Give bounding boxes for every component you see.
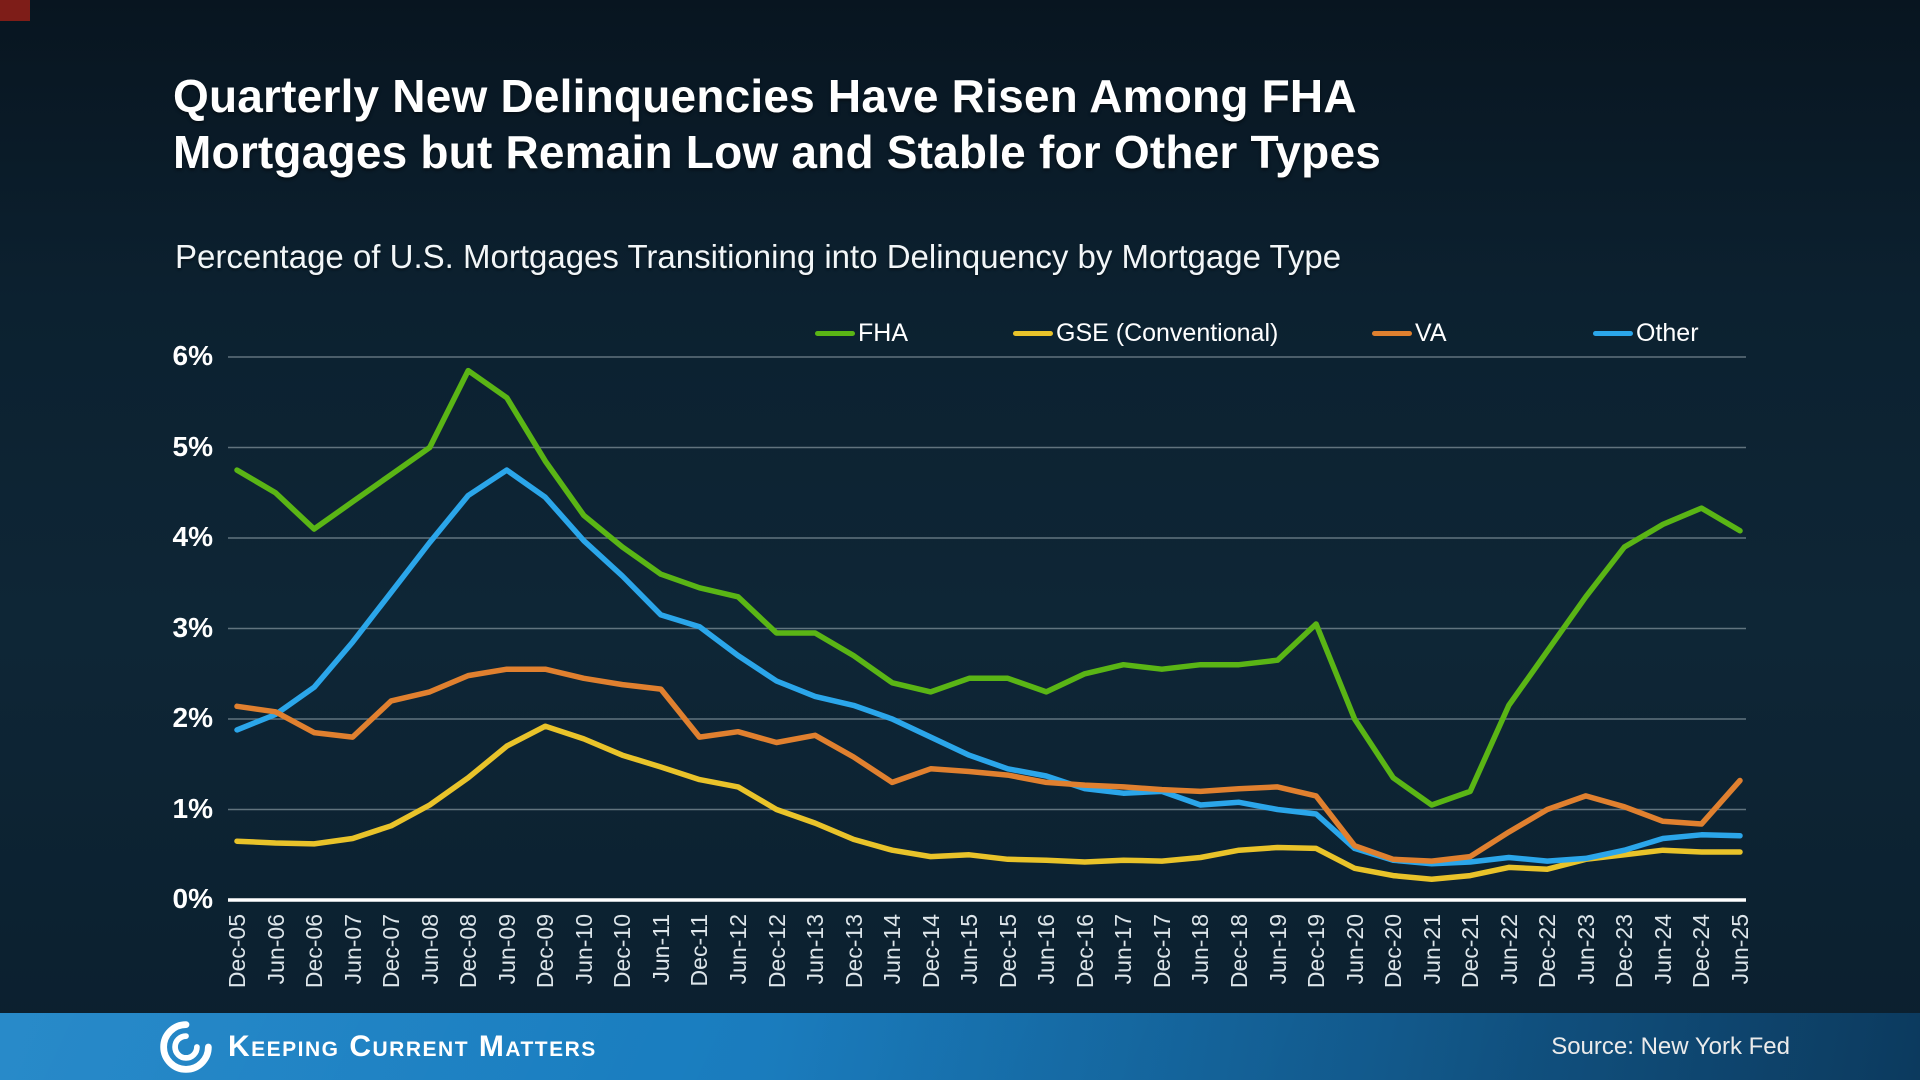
x-axis-label: Jun-07 — [339, 914, 366, 985]
x-axis-label: Dec-07 — [378, 914, 405, 989]
brand-name: Keeping Current Matters — [228, 1029, 597, 1063]
x-axis-label: Jun-20 — [1341, 914, 1368, 985]
x-axis-label: Jun-11 — [647, 914, 674, 983]
x-axis-label: Jun-08 — [416, 914, 443, 985]
legend-swatch-icon — [815, 330, 855, 336]
page-subtitle: Percentage of U.S. Mortgages Transitioni… — [175, 238, 1342, 275]
x-axis-label: Jun-19 — [1264, 914, 1291, 985]
footer-bar: Keeping Current Matters Source: New York… — [0, 1013, 1920, 1080]
x-axis-label: Dec-16 — [1071, 914, 1098, 989]
x-axis-label: Dec-18 — [1226, 914, 1252, 989]
legend-item-other: Other — [1593, 318, 1699, 348]
legend-label: Other — [1636, 318, 1699, 347]
x-axis-label: Dec-19 — [1303, 914, 1330, 989]
y-axis-label: 3% — [172, 611, 213, 643]
series-line-fha — [234, 367, 1743, 808]
x-axis-label: Jun-25 — [1727, 914, 1753, 985]
legend-item-fha: FHA — [815, 318, 908, 348]
legend-swatch-icon — [1013, 330, 1053, 336]
page-title-line1: Quarterly New Delinquencies Have Risen A… — [173, 70, 1357, 122]
x-axis-label: Dec-13 — [840, 914, 867, 989]
x-axis-label: Dec-17 — [1148, 914, 1175, 989]
x-axis-label: Jun-21 — [1418, 914, 1445, 985]
x-axis-label: Dec-11 — [686, 914, 713, 987]
x-axis-label: Jun-10 — [570, 914, 597, 985]
x-axis-label: Jun-24 — [1649, 914, 1676, 985]
y-axis-label: 6% — [172, 340, 213, 371]
x-axis-label: Jun-13 — [802, 914, 829, 985]
x-axis-label: Jun-22 — [1495, 914, 1522, 985]
x-axis-label: Jun-14 — [879, 914, 906, 985]
series-line-other — [234, 467, 1743, 867]
x-axis-label: Dec-06 — [301, 914, 328, 989]
y-axis-label: 0% — [172, 883, 213, 914]
x-axis-label: Jun-06 — [262, 914, 289, 985]
x-axis-label: Jun-09 — [493, 914, 520, 985]
x-axis-label: Dec-20 — [1380, 914, 1407, 989]
legend-label: GSE (Conventional) — [1056, 318, 1279, 347]
x-axis-label: Dec-08 — [455, 914, 482, 989]
y-axis-label: 1% — [172, 792, 213, 824]
legend-item-va: VA — [1372, 318, 1447, 348]
x-axis-label: Dec-23 — [1611, 914, 1638, 989]
legend-swatch-icon — [1593, 330, 1633, 336]
x-axis-label: Dec-14 — [917, 914, 944, 989]
y-axis-label: 2% — [172, 702, 213, 733]
kcm-swirl-icon — [160, 1020, 212, 1073]
x-axis-label: Dec-05 — [224, 914, 250, 989]
series-line-va — [234, 666, 1743, 864]
x-axis-label: Dec-21 — [1457, 914, 1484, 989]
x-axis-label: Jun-18 — [1187, 914, 1214, 985]
corner-accent — [0, 0, 30, 21]
page-title-line2: Mortgages but Remain Low and Stable for … — [173, 126, 1382, 179]
x-axis-label: Jun-12 — [725, 914, 751, 985]
y-axis-label: 5% — [172, 430, 213, 462]
series-line-gse-conventional — [234, 723, 1743, 882]
source-note: Source: New York Fed — [1551, 1032, 1790, 1060]
x-axis-label: Dec-09 — [532, 914, 559, 989]
x-axis-label: Dec-12 — [763, 914, 790, 989]
x-axis-label: Jun-23 — [1572, 914, 1599, 985]
legend-label: VA — [1415, 318, 1447, 347]
x-axis-label: Dec-22 — [1534, 914, 1561, 989]
page-title: Quarterly New Delinquencies Have Risen A… — [173, 68, 1733, 180]
legend-swatch-icon — [1372, 330, 1412, 336]
legend-item-gse-conventional: GSE (Conventional) — [1013, 318, 1278, 348]
x-axis-label: Dec-24 — [1688, 914, 1715, 989]
x-axis-label: Dec-15 — [994, 914, 1021, 989]
legend-label: FHA — [858, 318, 908, 347]
x-axis-label: Jun-15 — [956, 914, 983, 985]
y-axis-label: 4% — [172, 521, 213, 552]
x-axis-label: Dec-10 — [609, 914, 636, 989]
x-axis-label: Jun-16 — [1033, 914, 1060, 985]
x-axis-label: Jun-17 — [1110, 914, 1137, 985]
